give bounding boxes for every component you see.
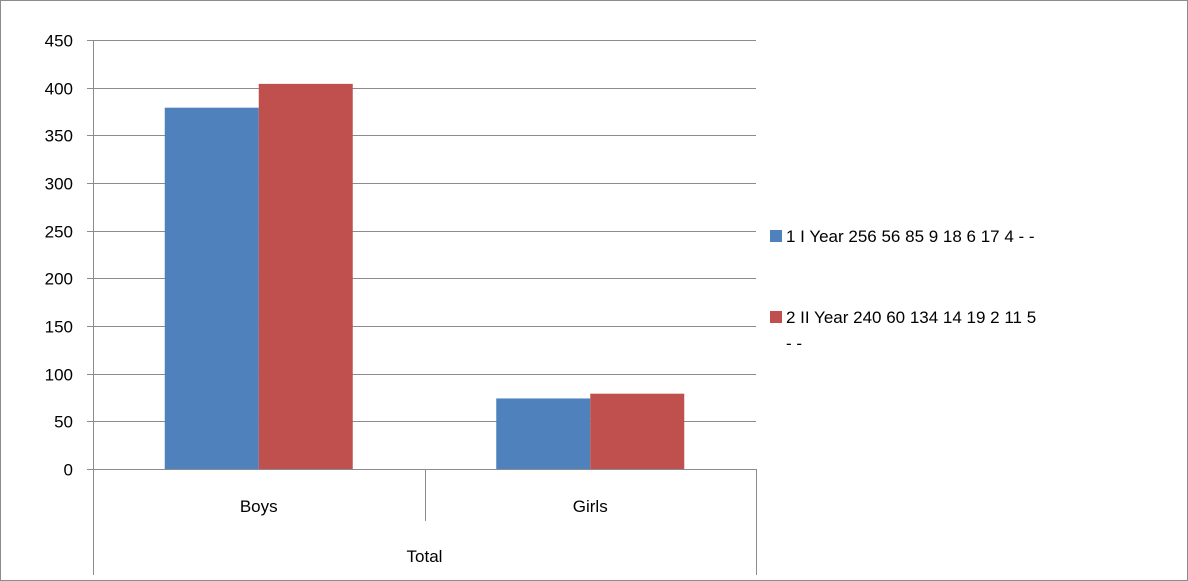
x-tick-labels: Boys Girls Total (240, 497, 608, 566)
y-tick-labels: 0 50 100 150 200 250 300 350 400 450 (45, 32, 73, 480)
bars (164, 83, 685, 469)
legend-swatch-series-1 (770, 230, 782, 242)
legend: 1 I Year 256 56 85 9 18 6 17 4 - - 2 II Y… (770, 227, 1036, 353)
y-tick-label: 200 (45, 270, 73, 289)
x-group-label: Total (407, 547, 443, 566)
legend-label-series-2: 2 II Year 240 60 134 14 19 2 11 5 (786, 308, 1036, 327)
legend-label-series-2: - - (786, 334, 802, 353)
legend-label-series-1: 1 I Year 256 56 85 9 18 6 17 4 - - (786, 227, 1035, 246)
y-tick-label: 450 (45, 32, 73, 51)
bar-girls-series-1 (496, 398, 591, 469)
bar-boys-series-1 (164, 107, 259, 469)
x-tick-label-boys: Boys (240, 497, 278, 516)
y-tick-label: 350 (45, 127, 73, 146)
legend-swatch-series-2 (770, 311, 782, 323)
y-tick-label: 300 (45, 175, 73, 194)
bar-boys-series-2 (258, 83, 353, 469)
y-tick-label: 250 (45, 223, 73, 242)
y-tick-label: 100 (45, 366, 73, 385)
y-tick-label: 150 (45, 318, 73, 337)
x-tick-label-girls: Girls (573, 497, 608, 516)
y-tick-label: 400 (45, 80, 73, 99)
bar-girls-series-2 (590, 393, 685, 469)
axes (87, 40, 757, 575)
y-tick-label: 0 (64, 461, 73, 480)
y-tick-label: 50 (54, 413, 73, 432)
